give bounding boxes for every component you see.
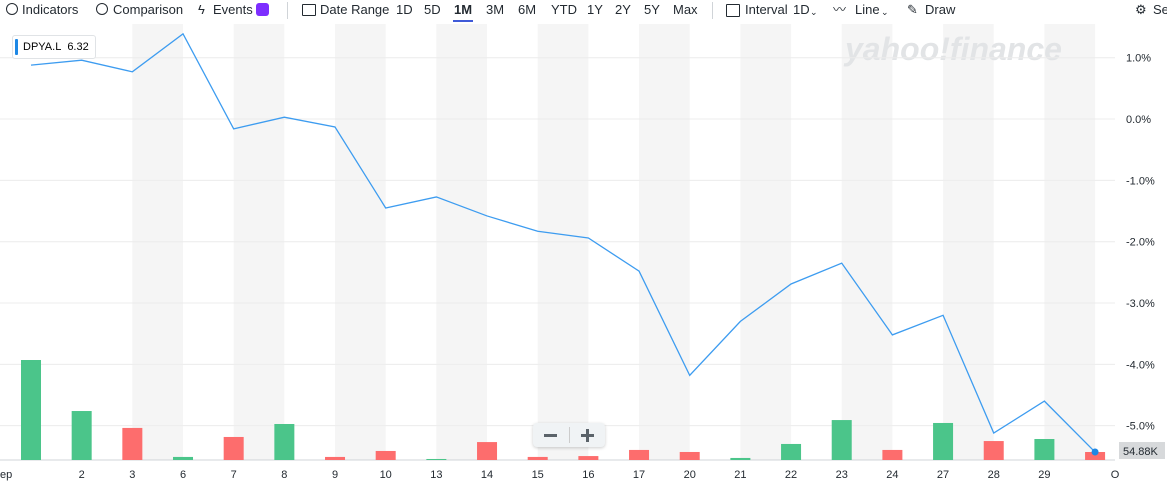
- x-tick-label: ep: [0, 469, 12, 481]
- x-tick-label: 29: [1038, 469, 1050, 481]
- x-tick-label: 13: [430, 469, 442, 481]
- range-button[interactable]: 1Y: [587, 2, 603, 17]
- volume-bar: [21, 360, 41, 460]
- volume-bar: [122, 427, 143, 460]
- volume-bar: [375, 450, 396, 460]
- volume-bar: [223, 436, 244, 460]
- range-button[interactable]: 6M: [518, 2, 537, 17]
- chevron: ⌄: [881, 7, 889, 17]
- chevron: ⌄: [810, 7, 818, 17]
- legend-ticker: DPYA.L: [23, 41, 62, 53]
- range-button[interactable]: 2Y: [615, 2, 631, 17]
- watermark: yahoo!finance: [843, 31, 1062, 67]
- comparison-icon: [96, 3, 108, 15]
- volume-bar: [274, 423, 295, 460]
- indicators-icon: [6, 3, 18, 15]
- x-tick-label: 7: [231, 469, 237, 481]
- volume-label: 54.88K: [1123, 446, 1159, 458]
- chart: yahoo!finance 1.0% 0.0% -1.0% -2.0% -3.0% -4.…: [0, 24, 1165, 481]
- divider: [287, 2, 288, 19]
- volume-bar: [527, 456, 548, 460]
- date-range-button[interactable]: Date Range: [320, 2, 390, 17]
- x-tick-label: 9: [332, 469, 338, 481]
- x-tick-label: 3: [129, 469, 135, 481]
- calendar-icon: [302, 4, 316, 16]
- volume-bar: [983, 441, 1004, 460]
- chart-type-dropdown[interactable]: Line: [855, 2, 880, 17]
- draw-button[interactable]: Draw: [925, 2, 956, 17]
- selected-underline: [453, 20, 473, 22]
- y-tick-label: -4.0%: [1126, 359, 1155, 371]
- volume-label-box: [1119, 442, 1165, 459]
- volume-bar: [426, 458, 447, 460]
- settings-icon: ⚙: [1135, 2, 1147, 17]
- y-tick-label: -2.0%: [1126, 237, 1155, 249]
- range-button[interactable]: 1D: [396, 2, 413, 17]
- legend-swatch: [15, 39, 18, 55]
- volume-bar: [882, 449, 903, 460]
- volume-bar: [679, 451, 700, 460]
- events-icon: ϟ: [198, 2, 205, 17]
- legend-price: 6.32: [67, 41, 89, 53]
- comparison-button[interactable]: Comparison: [113, 2, 184, 17]
- y-tick-label: -5.0%: [1126, 421, 1155, 433]
- volume-bar: [1085, 452, 1106, 460]
- range-button[interactable]: 5Y: [644, 2, 660, 17]
- x-tick-label: 8: [281, 469, 287, 481]
- divider: [569, 427, 570, 443]
- range-button[interactable]: 3M: [486, 2, 505, 17]
- x-tick-label: 20: [684, 469, 696, 481]
- volume-bar: [831, 420, 852, 460]
- x-tick-label: 10: [380, 469, 392, 481]
- volume-bar: [730, 457, 751, 460]
- y-tick-label: 1.0%: [1126, 53, 1151, 65]
- x-tick-label: 23: [836, 469, 848, 481]
- x-tick-label: 14: [481, 469, 493, 481]
- last-point: [1091, 448, 1099, 456]
- range-button[interactable]: YTD: [551, 2, 577, 17]
- draw-icon: ✎: [907, 2, 918, 17]
- interval-dropdown[interactable]: 1D: [793, 2, 810, 17]
- x-tick-label: 15: [532, 469, 544, 481]
- volume-bar: [629, 449, 650, 460]
- volume-bar: [1034, 439, 1055, 460]
- range-button[interactable]: 5D: [424, 2, 441, 17]
- x-tick-label: 16: [582, 469, 594, 481]
- x-tick-label: 2: [79, 469, 85, 481]
- x-tick-label: 6: [180, 469, 186, 481]
- volume-bar: [71, 411, 92, 460]
- zoom-controls: [533, 423, 605, 447]
- settings-button[interactable]: Se: [1153, 2, 1167, 17]
- range-button[interactable]: Max: [673, 2, 698, 17]
- volume-bar: [578, 456, 599, 460]
- interval-icon: [726, 4, 740, 17]
- legend: DPYA.L 6.32: [12, 35, 96, 59]
- x-tick-label: 28: [988, 469, 1000, 481]
- x-tick-label: 21: [734, 469, 746, 481]
- range-button[interactable]: 1M: [454, 2, 473, 17]
- y-tick-label: 0.0%: [1126, 114, 1151, 126]
- x-tick-label: 27: [937, 469, 949, 481]
- volume-bar: [173, 456, 194, 460]
- x-tick-label: 17: [633, 469, 645, 481]
- volume-bar: [933, 422, 954, 460]
- interval-label: Interval: [745, 2, 788, 17]
- zoom-out[interactable]: [544, 434, 557, 437]
- price-line: [30, 32, 1096, 453]
- y-tick-label: -1.0%: [1126, 175, 1155, 187]
- indicators-button[interactable]: Indicators: [22, 2, 79, 17]
- volume-bar: [477, 442, 498, 460]
- x-tick-label: 24: [886, 469, 898, 481]
- events-badge: [256, 3, 269, 16]
- zoom-in-bar: [586, 428, 589, 442]
- x-tick-label: O: [1111, 469, 1120, 481]
- line-icon: 〰: [833, 2, 847, 17]
- x-tick-label: 22: [785, 469, 797, 481]
- volume-bar: [325, 456, 346, 460]
- y-tick-label: -3.0%: [1126, 298, 1155, 310]
- events-button[interactable]: Events: [213, 2, 253, 17]
- volume-bar: [781, 443, 802, 460]
- divider: [712, 2, 713, 19]
